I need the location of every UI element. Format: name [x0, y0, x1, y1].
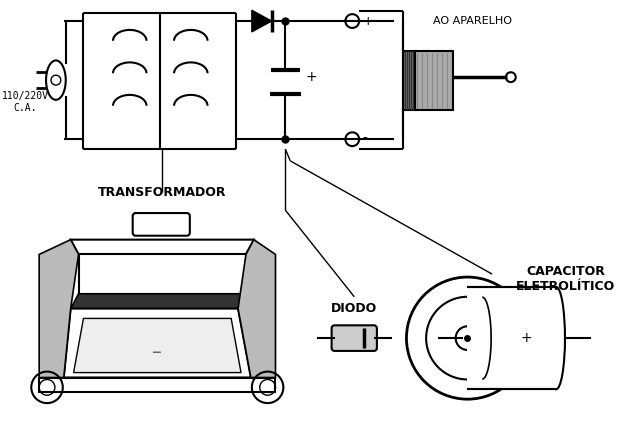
Bar	[467, 287, 556, 389]
Text: +: +	[521, 331, 533, 345]
FancyBboxPatch shape	[332, 326, 377, 351]
Polygon shape	[78, 254, 246, 294]
Text: TRANSFORMADOR: TRANSFORMADOR	[98, 186, 227, 199]
Text: –: –	[153, 343, 162, 362]
FancyBboxPatch shape	[133, 213, 190, 236]
Text: -: -	[362, 132, 367, 146]
Text: +: +	[305, 70, 317, 84]
Polygon shape	[252, 10, 271, 32]
Ellipse shape	[547, 287, 565, 389]
Text: CAPACITOR
ELETROLÍTICO: CAPACITOR ELETROLÍTICO	[516, 265, 615, 293]
Polygon shape	[73, 319, 241, 372]
Text: 110/220V
C.A.: 110/220V C.A.	[2, 91, 49, 112]
Polygon shape	[71, 240, 254, 254]
Ellipse shape	[46, 60, 66, 100]
Polygon shape	[71, 294, 246, 309]
Polygon shape	[39, 240, 78, 378]
Polygon shape	[39, 378, 276, 392]
Text: AO APARELHO: AO APARELHO	[433, 16, 512, 26]
Bar	[403, 51, 415, 110]
Polygon shape	[238, 240, 276, 378]
Text: DIODO: DIODO	[331, 302, 377, 315]
Text: +: +	[362, 15, 373, 27]
Bar	[415, 51, 453, 110]
Polygon shape	[64, 309, 251, 378]
